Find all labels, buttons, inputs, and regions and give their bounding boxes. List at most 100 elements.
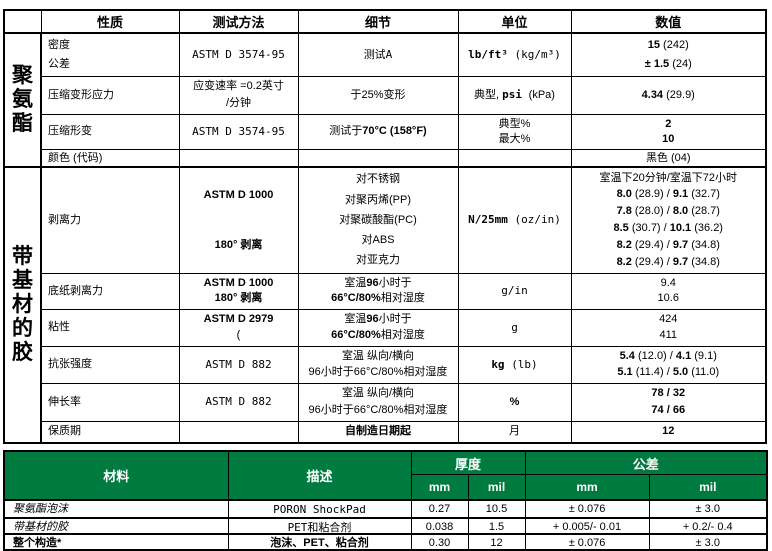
cell-detail: 室温96小时于 66°C/80%相对湿度 [297, 308, 459, 347]
cell-unit: 典型, psi (kPa) [457, 75, 572, 115]
cell-property: 颜色 (代码) [40, 148, 180, 168]
cell-value: 2 10 [570, 113, 767, 150]
cell-value: 4.34 (29.9) [570, 75, 767, 115]
materials-subheader-row: mm mil mm mil [4, 474, 768, 501]
table-row: 聚氨酯密度 公差 ASTM D 3574-95 测试A lb/ft³ (kg/m³) 15… [3, 32, 767, 168]
cell-tolerance-mil: + 0.2/- 0.4 [648, 517, 768, 535]
cell-value: 5.4 (12.0) / 4.1 (9.1) 5.1 (11.4) / 5.0 (… [570, 345, 767, 384]
cell-description: PORON ShockPad [227, 499, 412, 519]
table-row: 聚氨酯泡沫 PORON ShockPad 0.27 10.5 ± 0.076 ± 3.0 [3, 499, 768, 519]
cell-material: 带基材的胶 [3, 517, 229, 535]
vertical-group-text: 聚氨酯 [12, 64, 33, 135]
cell-property: 剥离力 [40, 166, 180, 274]
cell-tolerance-mil: ± 3.0 [648, 533, 768, 551]
cell-value: 78 / 32 74 / 66 [570, 382, 767, 422]
cell-test-method: ASTM D 1000 180° 剥离 [178, 166, 299, 274]
cell-test-method: 应变速率 =0.2英寸/分钟 [178, 75, 299, 115]
cell-unit: g [457, 308, 572, 347]
cell-value: 黑色 (04) [570, 148, 767, 168]
cell-description: PET和粘合剂 [227, 517, 412, 535]
table-row: 带基材的胶剥离力 ASTM D 1000 180° 剥离 对不锈钢 对聚丙烯(PP) 对聚… [3, 166, 767, 444]
properties-header-row: 性质 测试方法 细节 单位 数值 [3, 9, 767, 34]
col-header-test-method: 测试方法 [178, 9, 299, 34]
cell-test-method: ASTM D 882 [178, 382, 299, 422]
cell-property: 底纸剥离力 [40, 272, 180, 310]
table-row: 压缩变形应力 应变速率 =0.2英寸/分钟 于25%变形 典型, psi (kPa) 4… [4, 75, 767, 115]
cell-detail [297, 148, 459, 168]
table-row: 粘性 ASTM D 2979(室温96小时于 66°C/80%相对湿度 g 424 411 [4, 308, 767, 347]
col-header-tolerance: 公差 [524, 450, 768, 475]
col-header-detail: 细节 [297, 9, 459, 34]
cell-property: 粘性 [40, 308, 180, 347]
cell-tolerance-mm: + 0.005/- 0.01 [524, 517, 650, 535]
cell-value: 12 [570, 420, 767, 444]
cell-detail: 室温 纵向/横向 96小时于66°C/80%相对湿度 [297, 382, 459, 422]
table-row: 压缩形变 ASTM D 3574-95 测试于70°C (158°F) 典型% 最大% 2… [4, 113, 767, 150]
cell-unit: % [457, 382, 572, 422]
cell-property: 压缩变形应力 [40, 75, 180, 115]
col-header-property: 性质 [40, 9, 180, 34]
col-header-value: 数值 [570, 9, 767, 34]
subheader-thickness-mil: mil [467, 474, 526, 501]
subheader-tolerance-mm: mm [524, 474, 650, 501]
cell-thickness-mil: 12 [467, 533, 526, 551]
subheader-thickness-mm: mm [410, 474, 469, 501]
row-group-label: 带基材的胶 [3, 166, 42, 444]
table-row: 整个构造* 泡沫、PET、粘合剂 0.30 12 ± 0.076 ± 3.0 [3, 533, 768, 551]
cell-property: 抗张强度 [40, 345, 180, 384]
cell-thickness-mm: 0.27 [410, 499, 469, 519]
cell-test-method: ASTM D 882 [178, 345, 299, 384]
cell-property: 伸长率 [40, 382, 180, 422]
cell-unit: g/in [457, 272, 572, 310]
materials-header-row: 材料 描述 厚度 公差 [3, 450, 768, 501]
cell-detail: 于25%变形 [297, 75, 459, 115]
cell-tolerance-mil: ± 3.0 [648, 499, 768, 519]
cell-test-method: ASTM D 3574-95 [178, 32, 299, 77]
cell-detail: 室温96小时于 66°C/80%相对湿度 [297, 272, 459, 310]
cell-value: 15 (242) ± 1.5 (24) [570, 32, 767, 77]
cell-thickness-mm: 0.038 [410, 517, 469, 535]
row-group-label: 聚氨酯 [3, 32, 42, 168]
cell-material: 整个构造* [3, 533, 229, 551]
cell-property: 压缩形变 [40, 113, 180, 150]
cell-detail: 室温 纵向/横向 96小时于66°C/80%相对湿度 [297, 345, 459, 384]
cell-detail: 对不锈钢 对聚丙烯(PP) 对聚碳酸酯(PC) 对ABS 对亚克力 [297, 166, 459, 274]
corner-cell [3, 9, 42, 34]
table-row: 保质期 自制造日期起月 12 [4, 420, 767, 444]
cell-test-method [178, 420, 299, 444]
cell-detail: 自制造日期起 [297, 420, 459, 444]
cell-unit: N/25mm (oz/in) [457, 166, 572, 274]
table-row: 抗张强度 ASTM D 882 室温 纵向/横向 96小时于66°C/80%相对湿度 k… [4, 345, 767, 384]
cell-value: 室温下20分钟/室温下72小时 8.0 (28.9) / 9.1 (32.7) 7.… [570, 166, 767, 274]
cell-unit [457, 148, 572, 168]
subheader-tolerance-mil: mil [648, 474, 768, 501]
table-row: 带基材的胶 PET和粘合剂 0.038 1.5 + 0.005/- 0.01 + 0.2/… [3, 517, 768, 535]
cell-unit: 典型% 最大% [457, 113, 572, 150]
table-row: 颜色 (代码) 黑色 (04) [4, 148, 767, 168]
cell-value: 9.4 10.6 [570, 272, 767, 310]
properties-table: 性质 测试方法 细节 单位 数值 聚氨酯密度 公差 ASTM D 3574-95 测试… [3, 9, 767, 444]
col-header-unit: 单位 [457, 9, 572, 34]
cell-value: 424 411 [570, 308, 767, 347]
cell-test-method: ASTM D 3574-95 [178, 113, 299, 150]
cell-property: 保质期 [40, 420, 180, 444]
cell-thickness-mm: 0.30 [410, 533, 469, 551]
cell-test-method: ASTM D 1000 180° 剥离 [178, 272, 299, 310]
table-row: 底纸剥离力 ASTM D 1000 180° 剥离 室温96小时于 66°C/80%相对… [4, 272, 767, 310]
cell-thickness-mil: 10.5 [467, 499, 526, 519]
vertical-group-text: 带基材的胶 [12, 245, 33, 364]
cell-unit: lb/ft³ (kg/m³) [457, 32, 572, 77]
cell-test-method: ASTM D 2979( [178, 308, 299, 347]
materials-table: 材料 描述 厚度 公差 mm mil mm mil 聚氨酯泡沫 PORON Sho… [3, 450, 768, 551]
cell-property: 密度 公差 [40, 32, 180, 77]
cell-unit: 月 [457, 420, 572, 444]
cell-material: 聚氨酯泡沫 [3, 499, 229, 519]
col-header-description: 描述 [227, 450, 412, 501]
cell-test-method [178, 148, 299, 168]
table-row: 伸长率 ASTM D 882 室温 纵向/横向 96小时于66°C/80%相对湿度% 7… [4, 382, 767, 422]
cell-unit: kg (lb) [457, 345, 572, 384]
col-header-thickness: 厚度 [410, 450, 526, 475]
cell-detail: 测试A [297, 32, 459, 77]
cell-detail: 测试于70°C (158°F) [297, 113, 459, 150]
